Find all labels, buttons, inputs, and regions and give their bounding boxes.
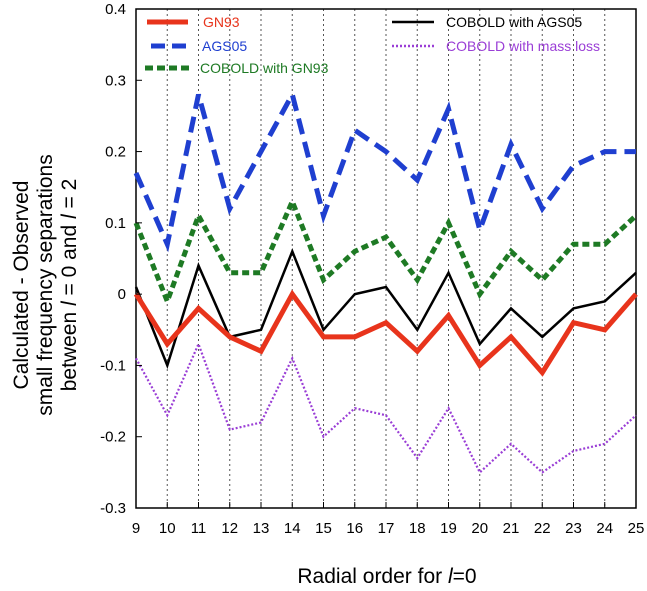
y-tick-label: -0.1 [100,357,126,374]
x-tick-label: 9 [132,520,140,537]
y-axis-title-line-3: between l = 0 and l = 2 [58,179,81,392]
y-axis-title-line-1: Calculated - Observed [10,181,33,390]
y-tick-label: 0.2 [105,144,126,161]
x-tick-label: 25 [628,520,645,537]
y-tick-label: 0.3 [105,72,126,89]
series-line-gn93 [133,289,638,377]
series-line-cobold-with-ags05 [134,248,637,370]
series-layer [133,87,638,475]
x-tick-label: 15 [315,520,332,537]
legend-label-ags05: AGS05 [202,38,247,54]
x-tick-label: 23 [565,520,582,537]
legend-label-cobold-ags05: COBOLD with AGS05 [446,14,582,30]
x-tick-label: 20 [471,520,488,537]
y-axis-ticks: -0.3 -0.2 -0.1 0 0.1 0.2 0.3 0.4 [100,1,142,517]
y-axis-title-line-2: small frequency separations [34,154,57,415]
series-line-cobold-with-mass-loss [135,341,637,475]
x-tick-label: 11 [191,520,207,537]
y-tick-label: -0.2 [100,429,126,446]
x-tick-label: 24 [596,520,613,537]
x-tick-label: 13 [253,520,270,537]
legend-label-gn93: GN93 [203,14,240,30]
y-tick-label: 0.1 [105,215,126,232]
x-tick-label: 19 [440,520,457,537]
x-tick-label: 21 [503,520,520,537]
x-tick-label: 18 [409,520,426,537]
grid [166,9,606,508]
legend: GN93 AGS05 COBOLD with GN93 COBOLD with … [145,14,600,76]
legend-label-cobold-gn93: COBOLD with GN93 [200,60,329,76]
y-tick-label: -0.3 [100,500,126,517]
y-tick-label: 0.4 [105,1,126,18]
x-axis-title: Radial order for l=0 [297,565,476,588]
x-tick-label: 14 [284,520,301,537]
legend-label-cobold-mass-loss: COBOLD with mass loss [446,38,600,54]
x-tick-label: 10 [159,520,176,537]
x-tick-label: 12 [221,520,238,537]
x-axis-ticks: 9 10 11 12 13 14 15 16 17 18 19 20 21 22 23 24 25 [132,502,645,537]
x-tick-label: 22 [534,520,551,537]
series-line-ags05 [133,87,636,253]
x-tick-label: 17 [378,520,395,537]
x-tick-label: 16 [346,520,363,537]
y-tick-label: 0 [118,286,126,303]
series-line-cobold-with-gn93 [133,195,638,309]
y-axis-title: Calculated - Observed small frequency se… [10,154,81,415]
